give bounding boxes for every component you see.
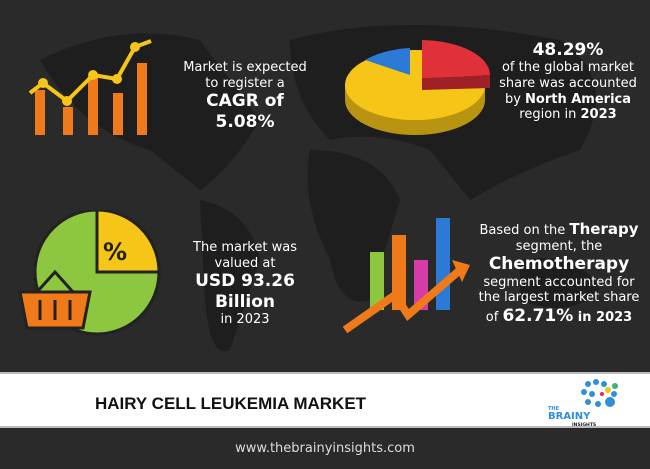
segment-line6: of 62.71% in 2023	[470, 306, 648, 326]
value-year: in 2023	[220, 311, 270, 327]
logo-brainy: BRAINY	[548, 411, 591, 422]
segment-line1: Based on the Therapy	[470, 220, 648, 239]
market-value-text: The market was valued at USD 93.26 Billi…	[165, 240, 325, 328]
segment-text: Based on the Therapy segment, the Chemot…	[470, 220, 648, 326]
region-line1: of the global market	[501, 60, 635, 76]
segment-name: Chemotherapy	[488, 254, 630, 275]
region-line3-pre: by	[504, 91, 526, 107]
market-value: USD 93.26 Billion	[195, 271, 295, 312]
brainy-insights-logo: THE BRAINY INSIGHTS	[548, 379, 618, 428]
region-text: 48.29% of the global market share was ac…	[488, 40, 648, 123]
segment-line4: segment accounted for	[483, 274, 635, 290]
logo-the: THE	[548, 406, 560, 412]
cagr-text: Market is expected to register a CAGR of…	[175, 60, 315, 132]
title-banner: HAIRY CELL LEUKEMIA MARKET THE BRAINY IN…	[0, 372, 650, 428]
growth-bar-chart-icon	[28, 39, 152, 135]
logo-insights: INSIGHTS	[572, 422, 596, 428]
region-year: 2023	[580, 107, 617, 123]
bar-chart-arrow-icon	[342, 218, 470, 334]
region-line4-pre: region in	[519, 107, 581, 123]
segment-type: Therapy	[569, 220, 639, 238]
report-title: HAIRY CELL LEUKEMIA MARKET	[95, 394, 367, 413]
region-line4: region in 2023	[488, 107, 648, 123]
segment-line5: the largest market share	[478, 290, 640, 306]
segment-share: 62.71%	[502, 305, 574, 326]
region-line3: by North America	[488, 92, 648, 108]
cagr-line2: to register a	[205, 75, 285, 91]
3d-pie-chart-icon	[345, 40, 490, 135]
segment-line1-pre: Based on the	[479, 223, 570, 238]
cagr-value: CAGR of 5.08%	[206, 91, 284, 132]
region-share-value: 48.29%	[532, 40, 604, 60]
value-line1: The market was	[193, 240, 297, 255]
segment-line2: segment, the	[515, 238, 603, 254]
percent-label: %	[103, 238, 128, 266]
segment-line6-pre: of	[485, 309, 503, 325]
region-line2: share was accounted	[499, 75, 637, 91]
website-link[interactable]: www.thebrainyinsights.com	[235, 441, 415, 456]
cagr-line1: Market is expected	[183, 60, 307, 75]
value-line2: valued at	[214, 255, 276, 271]
region-name: North America	[525, 91, 632, 107]
segment-year: in 2023	[573, 309, 633, 325]
percent-pie-basket-icon	[18, 210, 161, 336]
